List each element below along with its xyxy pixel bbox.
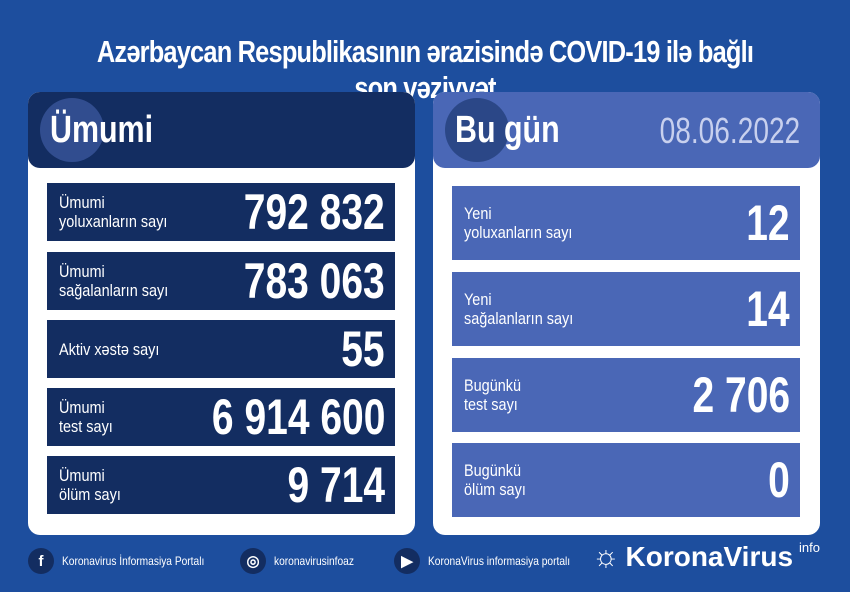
stat-value: 55 [341, 321, 385, 377]
instagram-link[interactable]: koronavirusinfoaz [274, 554, 354, 568]
virus-icon [445, 98, 509, 162]
total-heading: Ümumi [50, 108, 154, 151]
stat-value: 783 063 [244, 253, 385, 309]
stat-row: Yeni sağalanların sayı 14 [452, 272, 800, 346]
facebook-icon[interactable]: f [28, 548, 54, 574]
stat-label: Aktiv xəstə sayı [59, 339, 160, 359]
youtube-link[interactable]: KoronaVirus informasiya portalı [428, 554, 571, 568]
logo-sup: info [799, 540, 820, 555]
stat-label: Bugünkü ölüm sayı [464, 461, 526, 499]
today-header: Bu gün 08.06.2022 [433, 92, 820, 168]
stat-row: Aktiv xəstə sayı 55 [47, 320, 395, 378]
total-panel: Ümumi Ümumi yoluxanların sayı 792 832 Ümu… [28, 92, 415, 535]
facebook-link[interactable]: Koronavirus İnformasiya Portalı [62, 554, 205, 568]
stat-label: Ümumi yoluxanların sayı [59, 193, 168, 231]
stat-row: Bugünkü ölüm sayı 0 [452, 443, 800, 517]
footer: f Koronavirus İnformasiya Portalı ◎ koro… [28, 548, 598, 574]
stat-row: Ümumi yoluxanların sayı 792 832 [47, 183, 395, 241]
stat-row: Yeni yoluxanların sayı 12 [452, 186, 800, 260]
stat-value: 792 832 [244, 184, 385, 240]
date: 08.06.2022 [659, 110, 800, 151]
koronavirus-logo: ☼ KoronaVirus info [592, 540, 820, 574]
stat-value: 12 [746, 195, 790, 251]
instagram-icon[interactable]: ◎ [240, 548, 266, 574]
stat-value: 14 [746, 281, 790, 337]
stat-label: Yeni yoluxanların sayı [464, 204, 573, 242]
stat-row: Ümumi ölüm sayı 9 714 [47, 456, 395, 514]
stat-label: Yeni sağalanların sayı [464, 290, 574, 328]
logo-text: KoronaVirus [625, 541, 794, 572]
stat-row: Ümumi sağalanların sayı 783 063 [47, 252, 395, 310]
stat-label: Ümumi sağalanların sayı [59, 262, 169, 300]
stat-label: Ümumi ölüm sayı [59, 466, 121, 504]
virus-icon [40, 98, 104, 162]
page-title: Azərbaycan Respublikasının ərazisində CO… [96, 34, 754, 105]
stat-label: Bugünkü test sayı [464, 376, 522, 414]
total-header: Ümumi [28, 92, 415, 168]
stat-value: 9 714 [287, 457, 385, 513]
today-panel: Bu gün 08.06.2022 Yeni yoluxanların sayı… [433, 92, 820, 535]
youtube-icon[interactable]: ▶ [394, 548, 420, 574]
stat-row: Bugünkü test sayı 2 706 [452, 358, 800, 432]
stat-value: 6 914 600 [211, 389, 385, 445]
sun-virus-icon: ☼ [592, 540, 620, 573]
stat-row: Ümumi test sayı 6 914 600 [47, 388, 395, 446]
stat-value: 2 706 [692, 367, 790, 423]
stat-value: 0 [768, 452, 790, 508]
today-heading: Bu gün [455, 108, 560, 151]
stat-label: Ümumi test sayı [59, 398, 113, 436]
